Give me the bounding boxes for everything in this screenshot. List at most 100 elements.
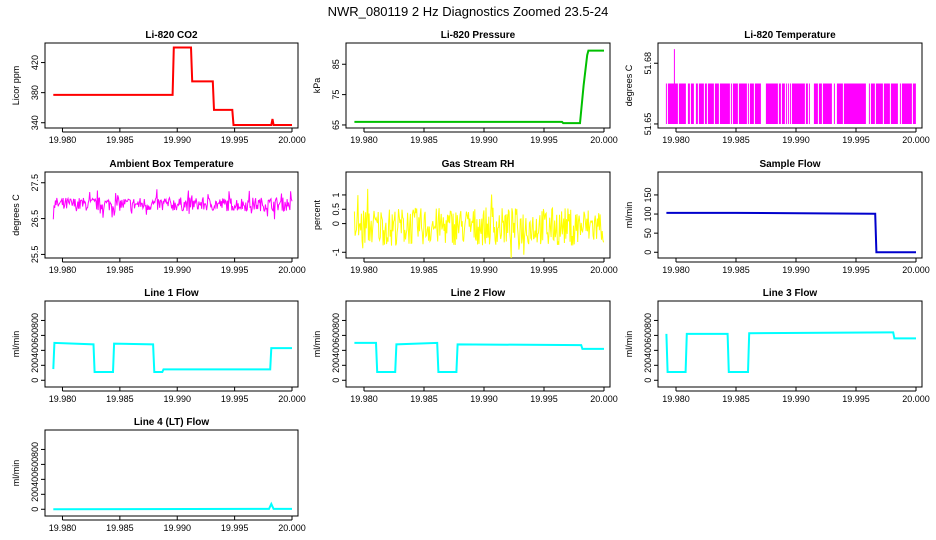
panel-title: Line 1 Flow: [144, 288, 199, 299]
plot-frame: [44, 42, 299, 129]
y-tick-label: 800: [331, 313, 341, 328]
x-tick-label: 19.985: [106, 135, 134, 145]
y-tick-label: 200: [331, 358, 341, 373]
x-tick-label: 19.980: [662, 265, 690, 275]
y-tick-label: -1: [331, 248, 341, 256]
x-tick-label: 19.995: [530, 394, 558, 404]
panel-title: Li-820 Pressure: [441, 30, 516, 41]
x-tick-label: 19.995: [221, 523, 249, 533]
x-tick-label: 19.980: [49, 265, 77, 275]
panels-grid: Li-820 CO2 19.980 19.985 19.990 19.995 20.000…: [11, 30, 930, 533]
y-tick-label: 200: [30, 358, 40, 373]
x-tick-label: 19.995: [221, 265, 249, 275]
x-tick-label: 19.980: [49, 523, 77, 533]
x-tick-label: 20.000: [278, 394, 306, 404]
y-axis-label: ml/min: [11, 331, 21, 358]
y-tick-label: 0.5: [331, 203, 341, 216]
series-line: [353, 188, 605, 259]
series-line: [53, 501, 292, 511]
series-line: [52, 189, 293, 220]
y-tick-label: 800: [30, 313, 40, 328]
y-tick-label: 400: [331, 343, 341, 358]
y-axis-label: ml/min: [312, 331, 322, 358]
x-tick-label: 19.990: [470, 265, 498, 275]
y-axis-label: percent: [312, 199, 322, 230]
x-tick-label: 19.995: [530, 265, 558, 275]
x-tick-label: 19.980: [350, 265, 378, 275]
x-tick-label: 19.980: [49, 135, 77, 145]
y-axis-label: ml/min: [11, 460, 21, 487]
x-tick-label: 19.990: [163, 265, 191, 275]
y-tick-label: 100: [643, 207, 653, 222]
y-axis-label: kPa: [312, 78, 322, 94]
x-tick-label: 19.995: [530, 135, 558, 145]
y-tick-label: 600: [331, 328, 341, 343]
x-tick-label: 19.990: [470, 394, 498, 404]
y-tick-label: 51.65: [643, 113, 653, 136]
y-axis-label: Licor ppm: [11, 66, 21, 106]
x-tick-label: 20.000: [902, 265, 930, 275]
x-tick-label: 20.000: [278, 523, 306, 533]
x-tick-label: 19.980: [662, 135, 690, 145]
x-tick-label: 19.980: [350, 394, 378, 404]
chart-panel: Li-820 Pressure 19.980 19.985 19.990 19.995 2…: [312, 30, 618, 145]
y-axis-label: ml/min: [624, 202, 634, 229]
panel-title: Line 4 (LT) Flow: [134, 417, 210, 428]
x-tick-label: 20.000: [902, 135, 930, 145]
y-tick-label: 0: [30, 378, 40, 383]
y-tick-label: 1: [331, 192, 341, 197]
y-axis-label: degrees C: [624, 64, 634, 106]
x-tick-label: 19.985: [106, 523, 134, 533]
plot-frame: [657, 171, 923, 259]
x-tick-label: 19.990: [163, 394, 191, 404]
x-tick-label: 20.000: [902, 394, 930, 404]
x-tick-label: 19.990: [470, 135, 498, 145]
chart-panel: Li-820 CO2 19.980 19.985 19.990 19.995 20.000…: [11, 30, 306, 145]
y-tick-label: 200: [643, 358, 653, 373]
x-tick-label: 20.000: [590, 135, 618, 145]
y-tick-label: 400: [30, 472, 40, 487]
series-line: [53, 46, 292, 126]
x-tick-label: 19.995: [221, 394, 249, 404]
y-tick-label: 800: [30, 442, 40, 457]
series-line: [666, 211, 916, 254]
y-tick-label: 25.5: [30, 246, 40, 264]
x-tick-label: 19.985: [722, 135, 750, 145]
x-tick-label: 19.980: [350, 135, 378, 145]
y-tick-label: 600: [643, 328, 653, 343]
series-line: [52, 341, 292, 373]
chart-panel: Line 1 Flow 19.980 19.985 19.990 19.995 20.00…: [11, 288, 306, 404]
plot-frame: [44, 171, 299, 259]
y-axis-label: degrees C: [11, 194, 21, 236]
x-tick-label: 20.000: [278, 135, 306, 145]
y-tick-label: 0: [643, 250, 653, 255]
plot-frame: [345, 171, 611, 259]
panel-title: Sample Flow: [759, 159, 820, 170]
y-tick-label: 200: [30, 487, 40, 502]
y-tick-label: 27.5: [30, 174, 40, 192]
x-tick-label: 19.985: [722, 394, 750, 404]
y-tick-label: 0: [643, 378, 653, 383]
y-tick-label: 420: [30, 55, 40, 70]
y-tick-label: 600: [30, 328, 40, 343]
x-tick-label: 19.995: [842, 135, 870, 145]
series-line: [665, 331, 916, 373]
plot-frame: [657, 300, 923, 388]
y-tick-label: 380: [30, 85, 40, 100]
y-tick-label: 0: [30, 507, 40, 512]
chart-panel: Li-820 Temperature 19.980 19.985 19.990 19.9…: [624, 30, 930, 145]
chart-panel: Line 4 (LT) Flow 19.980 19.985 19.990 19.995…: [11, 417, 306, 533]
x-tick-label: 20.000: [590, 394, 618, 404]
y-tick-label: 800: [643, 313, 653, 328]
plot-frame: [345, 42, 611, 129]
x-tick-label: 19.995: [842, 394, 870, 404]
panel-title: Line 2 Flow: [451, 288, 506, 299]
y-tick-label: 400: [643, 343, 653, 358]
chart-panel: Gas Stream RH 19.980 19.985 19.990 19.995 20.…: [312, 159, 618, 275]
x-tick-label: 20.000: [590, 265, 618, 275]
y-tick-label: 400: [30, 343, 40, 358]
x-tick-label: 19.990: [163, 135, 191, 145]
x-tick-label: 19.990: [782, 265, 810, 275]
x-tick-label: 19.985: [410, 135, 438, 145]
